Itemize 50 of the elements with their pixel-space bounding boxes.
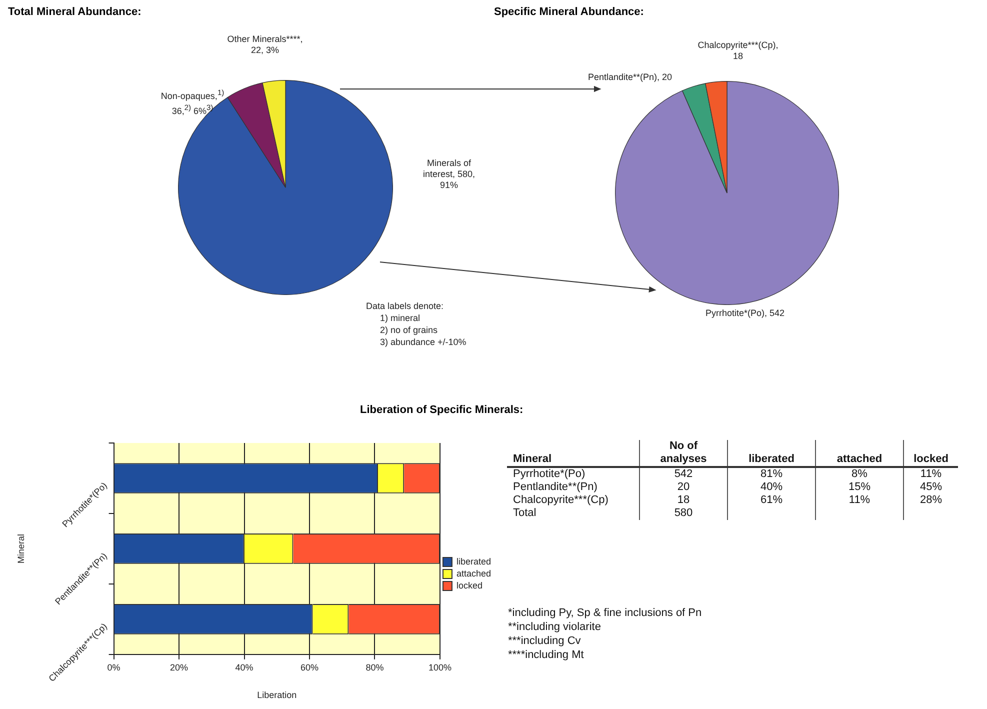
category-label: Pentlandite**(Pn) [512, 481, 598, 494]
category-label: Total [512, 507, 538, 520]
category-label: Non-opaques,$^{1)}$ 36,$^{2)}$ 6%$^{3)}$ [160, 88, 224, 116]
text: 1) mineral [379, 312, 422, 324]
slice-label: Pyrrhotite*(Po), 542 [704, 308, 786, 319]
text: ****including Mt [508, 648, 585, 662]
chart-title: Liberation of Specific Minerals: [360, 404, 524, 416]
data-label: 20 [640, 481, 728, 494]
slice-label: Other Minerals****, 22, 3% [226, 34, 304, 56]
slice-label: Chalcopyrite***(Cp), 18 [696, 40, 780, 62]
slice-label: Minerals of interest, 580, 91% [422, 158, 476, 191]
category-label: Chalcopyrite***(Cp) [512, 494, 610, 507]
text: ***including Cv [508, 634, 582, 648]
text: Total Mineral Abundance: [8, 6, 142, 18]
text: locked [904, 440, 958, 467]
x-tick-label: 60% [300, 662, 319, 672]
text: attached [816, 440, 904, 467]
text: liberated [728, 440, 816, 467]
data-label: 580 [640, 507, 728, 520]
text: **including violarite [508, 620, 602, 634]
legend-label: liberated [456, 556, 492, 566]
data-label: 11% [904, 467, 958, 481]
x-tick-label: 0% [107, 662, 120, 672]
x-tick-label: 100% [428, 662, 452, 672]
data-label: 15% [816, 481, 904, 494]
data-label: 542 [640, 467, 728, 481]
data-label: 45% [904, 481, 958, 494]
text: 2) no of grains [379, 324, 439, 336]
data-label: 61% [728, 494, 816, 507]
text: Data labels denote: [366, 300, 445, 312]
x-axis-title: Liberation [257, 690, 297, 700]
chart-title: Specific Mineral Abundance: [494, 6, 644, 18]
data-label: 28% [904, 494, 958, 507]
text: Mineral [507, 440, 640, 467]
data-label: 18 [640, 494, 728, 507]
text: No of analyses [640, 440, 728, 467]
y-axis-title: Mineral [16, 534, 26, 564]
text: *including Py, Sp & fine inclusions of Pn [508, 606, 702, 620]
x-tick-label: 40% [235, 662, 254, 672]
data-label: 81% [728, 467, 816, 481]
slice-label: Pentlandite**(Pn), 20 [586, 72, 674, 83]
category-label: Pyrrhotite*(Po) [512, 467, 586, 481]
x-tick-label: 20% [170, 662, 188, 672]
data-label: 11% [816, 494, 904, 507]
data-label: 40% [728, 481, 816, 494]
legend-label: attached [456, 568, 492, 578]
data-label: 8% [816, 467, 904, 481]
legend-label: locked [456, 580, 482, 590]
text: 3) abundance +/-10% [379, 336, 466, 348]
x-tick-label: 80% [366, 662, 384, 672]
